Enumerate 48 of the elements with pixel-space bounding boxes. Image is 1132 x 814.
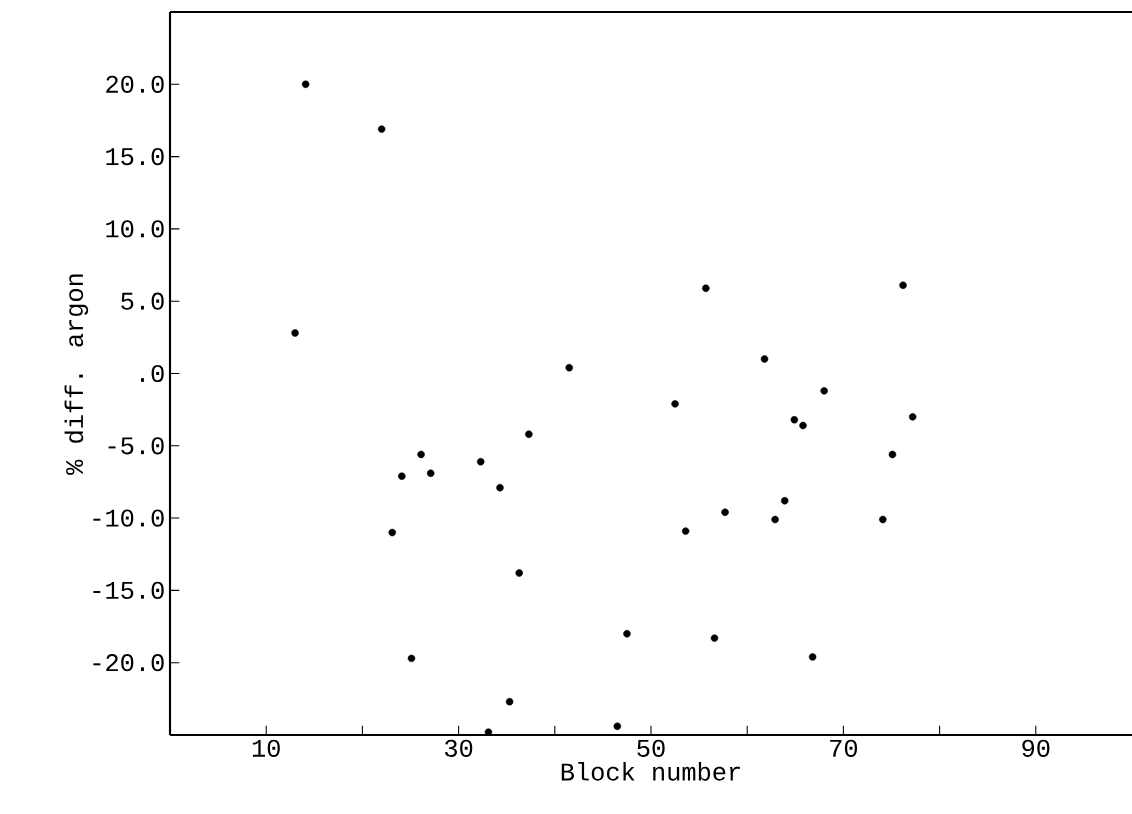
point [301, 80, 310, 89]
y-tick-label: 20.0 [106, 75, 164, 93]
x-tick-label: 90 [1022, 739, 1050, 757]
y-tick-label: -10.0 [93, 509, 164, 527]
point [681, 527, 690, 535]
point [377, 125, 386, 133]
x-tick-label: 30 [444, 739, 473, 757]
y-tick-label: -20.0 [93, 654, 164, 672]
x-tick-label: 70 [830, 739, 858, 757]
x-axis-title: Block number [561, 762, 740, 781]
x-tick-label: 50 [637, 739, 665, 757]
point [780, 497, 789, 505]
point [398, 472, 406, 480]
point [710, 634, 719, 642]
point [291, 329, 299, 337]
y-tick-label: 10.0 [106, 220, 164, 238]
point [790, 416, 799, 424]
point [799, 421, 807, 430]
point [908, 413, 917, 421]
y-tick-label: -5.0 [108, 437, 164, 455]
point [702, 284, 710, 292]
x-tick-label: 10 [252, 739, 280, 757]
point [525, 430, 533, 438]
point [623, 630, 631, 638]
point [515, 569, 523, 577]
y-tick-label: 5.0 [121, 292, 164, 310]
point [565, 363, 573, 372]
y-tick-label: -15.0 [93, 581, 164, 599]
y-axis-title: % diff. argon [64, 274, 89, 475]
point [671, 400, 679, 408]
point [808, 653, 817, 661]
point [888, 450, 897, 459]
point [771, 515, 779, 524]
point [496, 483, 504, 492]
point [879, 515, 887, 524]
point [899, 281, 907, 290]
point [388, 528, 396, 537]
point [407, 654, 416, 663]
point [417, 450, 425, 459]
point [820, 387, 828, 395]
point [613, 722, 622, 731]
point [426, 469, 435, 477]
point [476, 457, 485, 466]
point [760, 355, 769, 363]
point [721, 508, 729, 517]
y-tick-label: 15.0 [106, 148, 164, 166]
point [505, 697, 514, 706]
y-tick-label: .0 [141, 364, 164, 383]
